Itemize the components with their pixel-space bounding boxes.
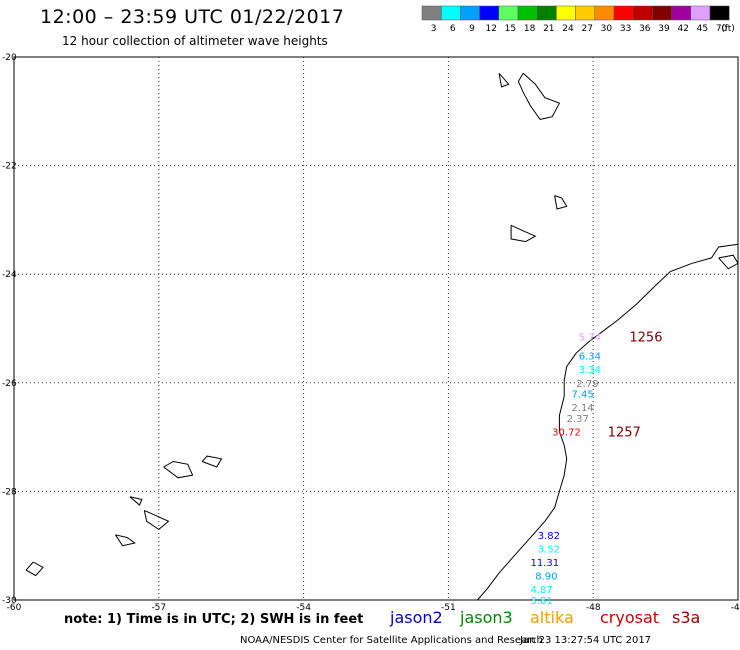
swh-value: 2.37 (567, 414, 589, 425)
island-outline (718, 254, 739, 270)
legend-label: 15 (505, 24, 516, 34)
lon-tick-label: -48 (586, 603, 601, 613)
swh-value: 3.82 (538, 531, 560, 542)
swh-value: 2.14 (571, 403, 593, 414)
island-outline (498, 72, 510, 88)
swh-value: 3.34 (579, 365, 601, 376)
swh-observations: 5.74 6.34 3.34 2.797.45 2.142.37 30.72 3.82 3.5… (530, 333, 601, 607)
legend-unit: (ft) (721, 24, 735, 34)
swh-value: 3.52 (538, 544, 560, 555)
track-labels: 1256 1257 (608, 331, 663, 441)
color-legend: 3 6 9 12 15 18 21 24 27 30 33 36 39 42 45 70(ft) (421, 5, 735, 34)
legend-label: 36 (639, 24, 651, 34)
legend-swatch (613, 5, 634, 21)
satellite-name: jason3 (460, 608, 513, 627)
legend-label: 45 (697, 24, 708, 34)
legend-swatch (671, 5, 692, 21)
swh-value: 7.45 (571, 390, 593, 401)
map-title: 12:00 – 23:59 UTC 01/22/2017 (40, 6, 345, 28)
legend-label: 21 (543, 24, 554, 34)
swh-value: 5.74 (579, 333, 601, 344)
map-border (13, 56, 739, 601)
lon-tick-label: -51 (441, 603, 456, 613)
track-number: 1257 (608, 426, 641, 441)
lat-tick-label: -24 (2, 270, 17, 280)
swh-value: 11.31 (530, 558, 559, 569)
legend-swatch (460, 5, 480, 21)
legend-label: 24 (562, 24, 574, 34)
swh-value: 3.81 (530, 596, 552, 607)
island-outline (25, 561, 44, 577)
legend-label: 12 (485, 24, 496, 34)
lat-tick-label: -26 (2, 379, 17, 389)
lat-tick-label: -28 (2, 487, 17, 497)
island-outline (163, 460, 194, 479)
legend-label: 70 (716, 24, 728, 34)
map-frame (13, 56, 739, 601)
legend-swatch (652, 5, 672, 21)
legend-swatch (690, 5, 711, 21)
satellite-name: altika (530, 608, 574, 627)
legend-swatch (575, 5, 596, 21)
islands (25, 72, 739, 577)
island-outline (129, 496, 143, 506)
swh-value: 6.34 (579, 352, 601, 363)
legend-swatch (517, 5, 538, 21)
swh-value: 8.90 (535, 572, 557, 583)
lon-tick-label: -54 (296, 603, 311, 613)
lat-tick-label: -22 (2, 162, 17, 172)
legend-swatch (632, 5, 653, 21)
legend-swatch (479, 5, 500, 21)
legend-swatch (556, 5, 576, 21)
legend-swatch (536, 5, 557, 21)
lon-tick-label: -60 (7, 603, 22, 613)
lat-tick-label: -20 (2, 53, 17, 63)
legend-label: 6 (450, 24, 456, 34)
note-text: note: 1) Time is in UTC; 2) SWH is in fe… (64, 612, 364, 627)
satellite-name: cryosat (600, 608, 660, 627)
lon-tick-label: -57 (151, 603, 166, 613)
island-outline (510, 224, 537, 243)
legend-label: 3 (431, 24, 437, 34)
legend-label: 18 (524, 24, 536, 34)
swh-value: 4.87 (530, 585, 552, 596)
legend-swatch (709, 5, 730, 21)
legend-label: 9 (469, 24, 475, 34)
map-subtitle: 12 hour collection of altimeter wave hei… (62, 34, 328, 48)
timestamp-text: Jan 23 13:27:54 UTC 2017 (520, 635, 652, 646)
lat-lon-grid (13, 56, 739, 601)
legend-swatch (440, 5, 461, 21)
island-outline (114, 534, 136, 547)
credit-text: NOAA/NESDIS Center for Satellite Applica… (240, 635, 543, 646)
island-outline (517, 72, 561, 120)
lat-tick-label: -30 (2, 596, 17, 606)
legend-label: 39 (658, 24, 670, 34)
legend-label: 42 (677, 24, 688, 34)
axis-ticks: -60 -57 -54 -51 -48 -45 -20 -22 -24 -26 -28 -30 (2, 53, 740, 613)
legend-swatch (594, 5, 615, 21)
satellite-name: s3a (672, 608, 701, 627)
island-outline (201, 455, 223, 468)
island-outline (554, 195, 568, 210)
legend-label: 30 (601, 24, 613, 34)
legend-swatch (421, 5, 442, 21)
legend-label: 27 (581, 24, 592, 34)
track-number: 1256 (629, 331, 662, 346)
island-outline (143, 509, 170, 531)
legend-label: 33 (620, 24, 631, 34)
swh-value: 2.79 (576, 379, 598, 390)
swh-value: 30.72 (552, 428, 581, 439)
lon-tick-label: -45 (731, 603, 740, 613)
coastline (477, 243, 739, 601)
coastline-path (477, 243, 739, 601)
satellite-name: jason2 (390, 608, 443, 627)
legend-swatch (498, 5, 519, 21)
